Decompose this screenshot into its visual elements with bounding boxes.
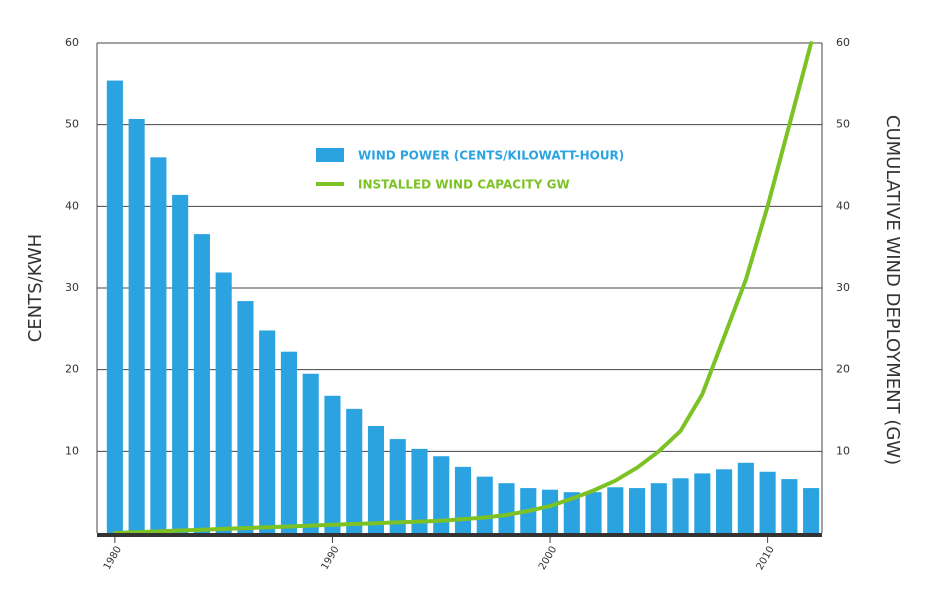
bar	[672, 478, 689, 533]
bar	[237, 301, 254, 533]
legend-label: INSTALLED WIND CAPACITY GW	[358, 178, 570, 192]
y-tick-label: 30	[65, 281, 79, 294]
bar	[563, 492, 580, 533]
bar	[172, 194, 189, 533]
bar	[150, 157, 167, 534]
y2-tick-label: 40	[836, 199, 850, 212]
bar	[454, 466, 472, 533]
x-axis	[97, 533, 822, 537]
y-tick-label: 50	[65, 118, 79, 131]
y2-tick-label: 30	[836, 281, 850, 294]
y2-tick-label: 10	[836, 444, 850, 457]
x-tick-label: 1980	[102, 545, 124, 573]
bar	[607, 487, 624, 533]
bar	[411, 448, 428, 533]
y-tick-label: 10	[65, 444, 79, 457]
bar	[324, 395, 341, 533]
legend-swatch	[316, 148, 344, 162]
bar	[433, 456, 450, 533]
bar	[541, 489, 559, 533]
x-tick-label: 2000	[537, 545, 559, 573]
bar	[106, 80, 123, 534]
bar	[737, 462, 754, 533]
y-tick-label: 60	[65, 36, 79, 49]
line	[112, 41, 814, 535]
bar	[781, 479, 798, 533]
bar	[128, 118, 145, 533]
y-axis-title: CENTS/KWH	[25, 234, 46, 342]
bar	[498, 483, 515, 533]
bar	[585, 492, 602, 533]
legend-label: WIND POWER (CENTS/KILOWATT-HOUR)	[358, 149, 624, 163]
bar	[259, 330, 276, 533]
bar	[803, 488, 820, 533]
bar	[215, 272, 232, 533]
y-tick-label: 40	[65, 199, 79, 212]
bar	[716, 469, 733, 533]
bar	[629, 488, 646, 533]
bar	[759, 471, 776, 533]
bar	[476, 476, 493, 533]
bar	[302, 373, 319, 533]
bar	[367, 426, 385, 533]
bar	[650, 483, 667, 533]
bar	[694, 473, 711, 533]
bar	[193, 234, 210, 533]
x-tick-label: 1990	[319, 545, 341, 573]
bar	[280, 351, 297, 533]
x-tick-label: 2010	[755, 545, 777, 573]
y2-tick-label: 60	[836, 36, 850, 49]
y2-tick-label: 20	[836, 363, 850, 376]
y-tick-label: 20	[65, 363, 79, 376]
bar	[346, 408, 363, 533]
y2-tick-label: 50	[836, 118, 850, 131]
bar	[389, 439, 406, 533]
y2-axis-title: CUMULATIVE WIND DEPLOYMENT (GW)	[882, 115, 903, 465]
